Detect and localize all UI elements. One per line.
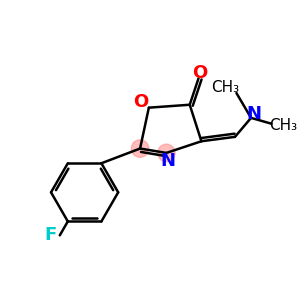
Text: O: O bbox=[192, 64, 208, 82]
Text: CH₃: CH₃ bbox=[211, 80, 239, 95]
Circle shape bbox=[131, 140, 149, 157]
Circle shape bbox=[158, 144, 175, 162]
Text: N: N bbox=[160, 152, 175, 170]
Text: CH₃: CH₃ bbox=[269, 118, 297, 133]
Text: F: F bbox=[44, 226, 57, 244]
Text: O: O bbox=[133, 93, 148, 111]
Text: N: N bbox=[247, 105, 262, 123]
